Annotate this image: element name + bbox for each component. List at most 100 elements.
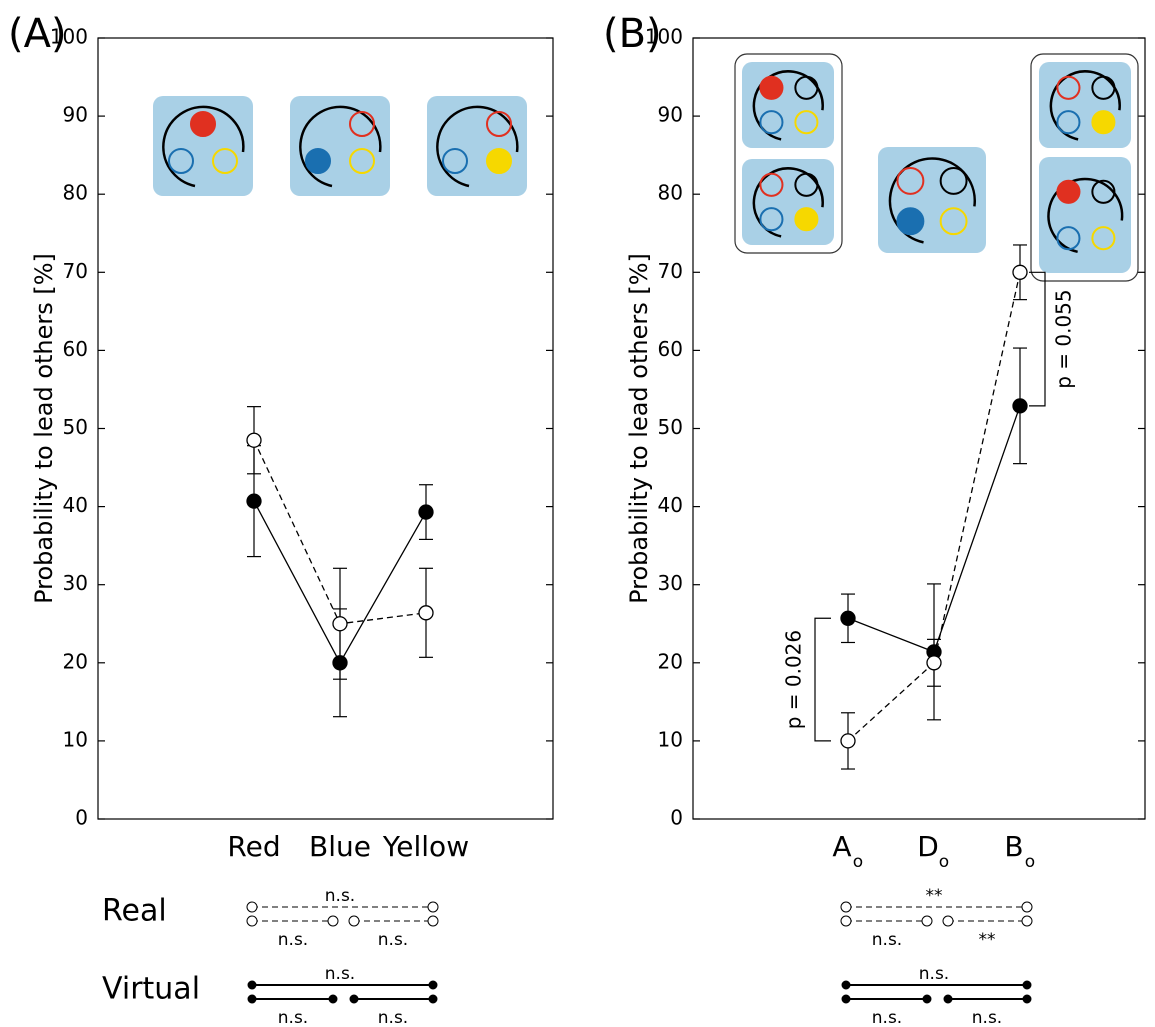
panel-label: (A) bbox=[8, 11, 67, 57]
icon-circle bbox=[896, 207, 925, 236]
row-label: Virtual bbox=[102, 972, 200, 1007]
y-tick-label: 70 bbox=[63, 259, 88, 283]
comparison-end bbox=[328, 994, 338, 1004]
y-tick-label: 40 bbox=[658, 493, 683, 517]
icon-circle bbox=[794, 172, 819, 197]
comparison-end bbox=[840, 901, 852, 913]
icon-circle bbox=[759, 110, 784, 135]
y-tick-label: 50 bbox=[63, 415, 88, 439]
comparison-end bbox=[921, 915, 933, 927]
y-tick-label: 50 bbox=[658, 415, 683, 439]
bracket bbox=[814, 617, 831, 742]
x-tick-label: Red bbox=[227, 830, 280, 863]
data-point bbox=[246, 493, 262, 509]
comparison-label: ** bbox=[979, 930, 996, 950]
comparison-label: n.s. bbox=[872, 930, 902, 950]
icon-group-frame bbox=[1030, 53, 1139, 282]
comparison-label: n.s. bbox=[378, 1008, 408, 1027]
x-tick-subscript: o bbox=[1025, 852, 1035, 872]
comparison-end bbox=[427, 915, 439, 927]
comparison-end bbox=[348, 915, 360, 927]
icon-circle bbox=[486, 111, 512, 137]
y-tick-label: 80 bbox=[63, 181, 88, 205]
comparison-end bbox=[428, 980, 438, 990]
y-tick-label: 90 bbox=[63, 103, 88, 127]
data-point bbox=[418, 504, 434, 520]
comparison-label: n.s. bbox=[919, 964, 949, 984]
icon-circle bbox=[939, 166, 968, 195]
comparison-label: n.s. bbox=[872, 1008, 902, 1027]
comparison-label: n.s. bbox=[325, 964, 355, 984]
x-tick-label: A bbox=[832, 830, 851, 863]
comparison-end bbox=[1021, 915, 1033, 927]
data-point bbox=[246, 432, 262, 448]
comparison-end bbox=[427, 901, 439, 913]
comparison-end bbox=[922, 994, 932, 1004]
comparison-end bbox=[840, 915, 852, 927]
comparison-end bbox=[247, 980, 257, 990]
comparison-end bbox=[246, 901, 258, 913]
data-point bbox=[840, 733, 856, 749]
comparison-end bbox=[841, 994, 851, 1004]
y-tick-label: 60 bbox=[63, 337, 88, 361]
y-tick-label: 20 bbox=[658, 649, 683, 673]
icon-background bbox=[153, 96, 253, 196]
comparison-end bbox=[428, 994, 438, 1004]
x-tick-label: B bbox=[1004, 830, 1023, 863]
row-label: Real bbox=[102, 894, 167, 929]
comparison-end bbox=[841, 980, 851, 990]
y-axis-label: Probability to lead others [%] bbox=[625, 253, 653, 604]
comparison-end bbox=[246, 915, 258, 927]
comparison-end bbox=[327, 915, 339, 927]
comparison-end bbox=[247, 994, 257, 1004]
icon-circle bbox=[349, 111, 375, 137]
y-tick-label: 90 bbox=[658, 103, 683, 127]
x-tick-subscript: o bbox=[853, 852, 863, 872]
bracket bbox=[1029, 271, 1046, 407]
icon-background bbox=[1039, 157, 1131, 273]
icon-circle bbox=[896, 166, 925, 195]
icon-circle bbox=[1056, 226, 1081, 251]
comparison-end bbox=[943, 994, 953, 1004]
icon-background bbox=[290, 96, 390, 196]
data-point bbox=[926, 655, 942, 671]
y-tick-label: 100 bbox=[645, 25, 683, 49]
x-tick-label: D bbox=[917, 830, 939, 863]
data-point bbox=[418, 605, 434, 621]
icon-circle bbox=[1091, 226, 1116, 251]
series-line bbox=[847, 272, 1021, 742]
icon-circle bbox=[305, 148, 331, 174]
annotation: p = 0.055 bbox=[1052, 289, 1076, 388]
y-tick-label: 70 bbox=[658, 259, 683, 283]
comparison-end bbox=[1022, 994, 1032, 1004]
y-tick-label: 100 bbox=[50, 25, 88, 49]
icon-background bbox=[427, 96, 527, 196]
icon-circle bbox=[759, 172, 784, 197]
y-axis-label: Probability to lead others [%] bbox=[30, 253, 58, 604]
icon-group-frame bbox=[734, 53, 843, 254]
icon-background bbox=[878, 147, 986, 253]
y-tick-label: 30 bbox=[63, 571, 88, 595]
y-tick-label: 80 bbox=[658, 181, 683, 205]
data-point bbox=[1012, 264, 1028, 280]
y-tick-label: 30 bbox=[658, 571, 683, 595]
icon-circle bbox=[1056, 110, 1081, 135]
data-point bbox=[332, 655, 348, 671]
comparison-label: n.s. bbox=[325, 886, 355, 906]
y-tick-label: 40 bbox=[63, 493, 88, 517]
icon-circle bbox=[212, 148, 238, 174]
icon-circle bbox=[1056, 75, 1081, 100]
icon-circle bbox=[939, 207, 968, 236]
comparison-end bbox=[349, 994, 359, 1004]
icon-circle bbox=[442, 148, 468, 174]
y-tick-label: 60 bbox=[658, 337, 683, 361]
x-tick-label: Yellow bbox=[382, 830, 469, 863]
icon-circle bbox=[759, 207, 784, 232]
icon-circle bbox=[349, 148, 375, 174]
icon-circle bbox=[794, 75, 819, 100]
comparison-label: n.s. bbox=[972, 1008, 1002, 1027]
icon-circle bbox=[759, 75, 784, 100]
data-point bbox=[840, 610, 856, 626]
icon-circle bbox=[794, 207, 819, 232]
y-tick-label: 0 bbox=[75, 806, 88, 830]
